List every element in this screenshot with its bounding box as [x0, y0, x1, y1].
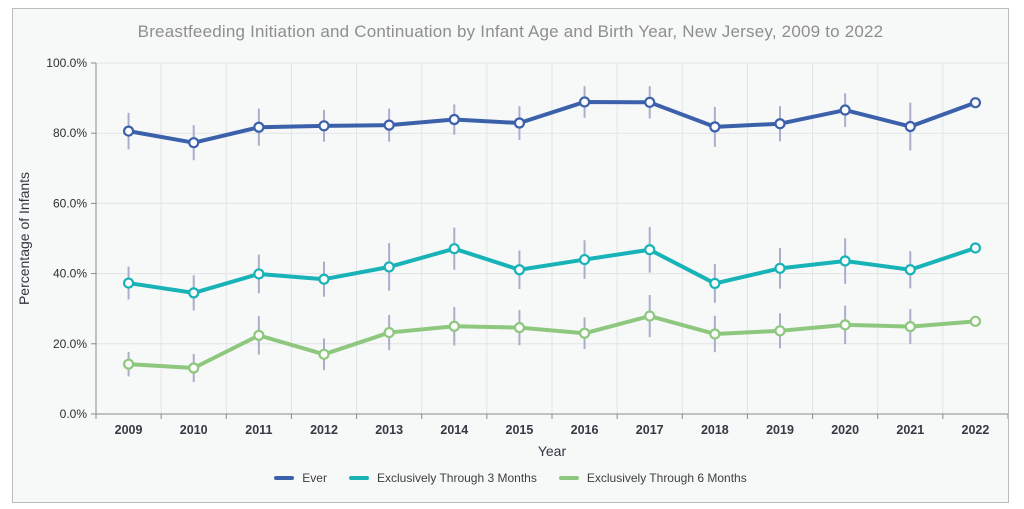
data-point-marker[interactable]	[448, 113, 460, 126]
legend-label: Exclusively Through 3 Months	[376, 471, 537, 485]
data-point-marker[interactable]	[513, 117, 526, 129]
legend-item[interactable]: Exclusively Through 3 Months	[348, 471, 537, 485]
data-point-marker[interactable]	[969, 242, 982, 254]
data-point-marker[interactable]	[774, 118, 786, 130]
x-tick-label: 2012	[310, 423, 338, 437]
legend-item[interactable]: Ever	[274, 471, 327, 485]
legend-label: Ever	[302, 471, 327, 485]
data-point-marker[interactable]	[839, 255, 851, 267]
legend-item[interactable]: Exclusively Through 6 Months	[558, 471, 747, 485]
y-tick-label: 20.0%	[53, 337, 87, 351]
data-point-marker[interactable]	[774, 262, 786, 274]
x-tick-label: 2013	[375, 423, 403, 437]
data-point-marker[interactable]	[318, 120, 330, 132]
x-tick-label: 2011	[245, 423, 272, 437]
y-tick-label: 40.0%	[53, 267, 87, 281]
data-point-marker[interactable]	[578, 327, 591, 339]
series-line	[126, 314, 978, 371]
chart-legend: Ever Exclusively Through 3 Months Exclusiv…	[13, 471, 1008, 485]
data-point-marker[interactable]	[774, 325, 786, 337]
data-point-marker[interactable]	[969, 315, 982, 327]
data-point-marker[interactable]	[904, 321, 916, 333]
x-tick-label: 2015	[506, 423, 534, 437]
data-point-marker[interactable]	[188, 287, 200, 299]
data-point-marker[interactable]	[969, 97, 982, 109]
series-line	[126, 99, 978, 145]
data-point-marker[interactable]	[448, 320, 460, 332]
data-point-marker[interactable]	[383, 326, 395, 339]
legend-swatch-icon	[558, 476, 579, 480]
line-chart: 0.0% 20.0% 40.0% 60.0% 80.0% 100.0% 2009 2010 20…	[16, 56, 1008, 459]
data-point-marker[interactable]	[578, 253, 591, 266]
data-point-marker[interactable]	[644, 244, 656, 256]
data-point-marker[interactable]	[513, 322, 526, 334]
data-point-marker[interactable]	[644, 96, 656, 108]
series-line	[126, 245, 978, 295]
data-point-marker[interactable]	[318, 348, 330, 360]
data-point-marker[interactable]	[383, 261, 395, 273]
chart-title: Breastfeeding Initiation and Continuatio…	[137, 22, 884, 41]
x-tick-label: 2017	[636, 423, 664, 437]
data-point-marker[interactable]	[122, 358, 135, 370]
data-point-marker[interactable]	[253, 121, 265, 133]
x-axis-title: Year	[538, 443, 567, 459]
legend-label: Exclusively Through 6 Months	[586, 471, 747, 485]
data-point-marker[interactable]	[709, 121, 721, 133]
data-point-marker[interactable]	[318, 273, 330, 285]
data-point-marker[interactable]	[383, 119, 395, 131]
y-tick-label: 0.0%	[60, 407, 88, 421]
data-point-marker[interactable]	[644, 310, 656, 322]
x-tick-label: 2016	[571, 423, 599, 437]
data-point-marker[interactable]	[513, 264, 526, 276]
x-tick-label: 2020	[831, 423, 859, 437]
data-point-marker[interactable]	[122, 125, 135, 137]
data-point-marker[interactable]	[188, 362, 200, 374]
data-point-marker[interactable]	[904, 264, 916, 276]
data-point-marker[interactable]	[709, 277, 721, 290]
legend-swatch-icon	[274, 476, 295, 480]
x-tick-label: 2021	[896, 423, 924, 437]
y-tick-label: 60.0%	[53, 196, 87, 210]
data-point-marker[interactable]	[578, 96, 591, 108]
legend-swatch-icon	[348, 476, 369, 480]
chart-container: Breastfeeding Initiation and Continuatio…	[12, 8, 1009, 503]
data-point-marker[interactable]	[188, 137, 200, 149]
x-tick-label: 2018	[701, 423, 729, 437]
x-tick-label: 2022	[962, 423, 990, 437]
x-tick-label: 2014	[440, 423, 468, 437]
y-axis-title: Percentage of Infants	[16, 172, 32, 305]
data-point-marker[interactable]	[904, 120, 916, 133]
x-tick-label: 2009	[115, 423, 143, 437]
y-tick-label: 100.0%	[46, 56, 87, 70]
data-point-marker[interactable]	[253, 268, 265, 280]
data-point-marker[interactable]	[122, 277, 135, 289]
y-tick-label: 80.0%	[53, 126, 87, 140]
data-point-marker[interactable]	[448, 243, 460, 255]
data-point-marker[interactable]	[253, 329, 265, 341]
x-tick-label: 2019	[766, 423, 794, 437]
data-point-marker[interactable]	[839, 104, 851, 116]
data-point-marker[interactable]	[709, 328, 721, 340]
data-point-marker[interactable]	[839, 319, 851, 331]
x-tick-label: 2010	[180, 423, 208, 437]
